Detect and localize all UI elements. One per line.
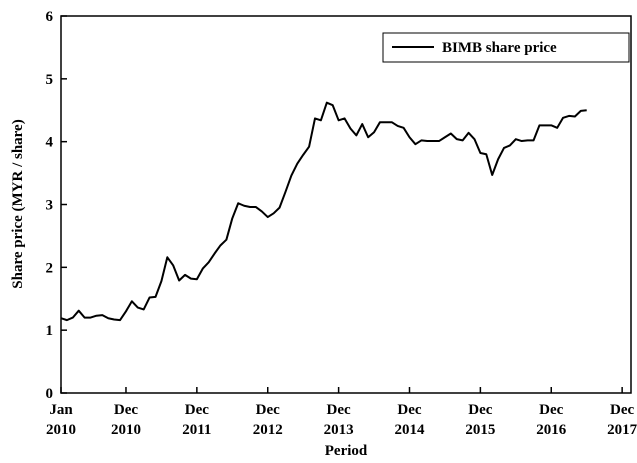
x-tick-label: Dec 2017 [607,402,637,438]
x-tick-label: Dec 2012 [252,402,283,438]
plot-frame [60,15,632,394]
y-tick-label: 5 [46,72,54,88]
legend: BIMB share price [382,32,630,63]
x-tick-label: Dec 2016 [536,402,567,438]
x-tick-label: Dec 2011 [182,402,212,438]
series-line [60,101,587,322]
y-axis-label: Share price (MYR / share) [10,119,26,288]
y-tick-label: 0 [46,386,54,402]
y-tick-label: 2 [46,260,54,276]
x-tick-label: Dec 2010 [110,402,141,438]
y-tick-label: 4 [46,135,54,151]
x-axis-label: Period [325,443,368,459]
legend-label: BIMB share price [442,40,557,56]
x-tick-label: Dec 2015 [465,402,496,438]
y-tick-label: 6 [46,9,54,25]
x-tick-label: Jan 2010 [46,402,76,438]
x-tick-label: Dec 2014 [394,402,425,438]
y-tick-label: 3 [46,198,54,214]
x-tick-label: Dec 2013 [323,402,354,438]
y-tick-label: 1 [46,323,54,339]
